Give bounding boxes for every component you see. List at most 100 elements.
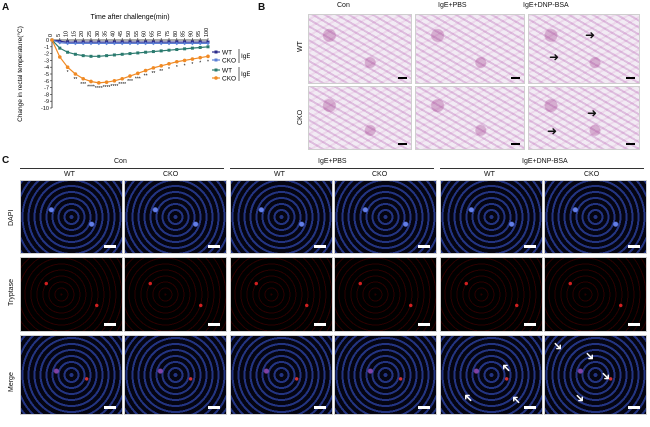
he-image — [308, 86, 412, 150]
data-point — [206, 41, 210, 46]
arrow-icon: ➜ — [549, 337, 567, 355]
data-point — [182, 58, 187, 63]
he-row-label: WT — [297, 41, 304, 52]
if-row-label: Merge — [8, 372, 15, 392]
group-divider — [440, 168, 644, 169]
y-tick-label: -5 — [44, 72, 49, 78]
if-col-header: WT — [64, 171, 75, 178]
x-tick-label: 0 — [48, 34, 54, 37]
if-image-dapi — [20, 180, 123, 254]
x-tick-label: 20 — [79, 31, 85, 37]
if-image-merge — [230, 335, 333, 415]
x-tick-label: 70 — [157, 31, 163, 37]
legend-marker — [214, 76, 218, 80]
data-point — [58, 46, 62, 50]
x-tick-label: 30 — [95, 31, 101, 37]
arrow-icon: ➜ — [581, 347, 599, 365]
data-point — [143, 41, 148, 46]
data-point — [65, 65, 70, 69]
arrow-icon: ➜ — [549, 50, 560, 64]
chart-svg: Time after challenge(min)0 5 10 15 20 25 30 35 4… — [16, 14, 284, 122]
data-point — [97, 81, 101, 85]
if-image-tryptase — [20, 257, 123, 332]
panel-letter-b: B — [258, 2, 266, 13]
data-point — [89, 54, 93, 58]
data-point — [175, 59, 179, 64]
data-point — [73, 72, 78, 76]
data-point — [58, 55, 62, 59]
legend-marker — [214, 58, 218, 62]
data-point — [198, 41, 202, 46]
data-point — [128, 74, 132, 78]
x-tick-label: 10 — [64, 31, 70, 37]
legend-group-label: IgE+PBS — [241, 53, 250, 60]
data-point — [198, 55, 202, 60]
significance-marker: **** — [103, 85, 111, 91]
he-row-label: CKO — [297, 109, 304, 125]
data-point — [144, 50, 148, 54]
x-tick-label: 60 — [142, 31, 148, 37]
if-col-header: CKO — [372, 171, 388, 178]
data-point — [198, 45, 202, 49]
y-tick-label: -1 — [44, 45, 49, 51]
data-point — [73, 52, 77, 56]
if-image-dapi — [230, 180, 333, 254]
data-point — [66, 50, 70, 54]
if-image-tryptase — [440, 257, 543, 332]
data-point — [112, 41, 117, 46]
if-image-dapi — [544, 180, 647, 254]
legend-marker — [214, 68, 218, 72]
data-point — [120, 52, 124, 56]
data-point — [81, 54, 85, 58]
x-tick-label: 80 — [173, 31, 179, 37]
data-point — [120, 76, 124, 81]
if-col-header: WT — [484, 171, 495, 178]
significance-marker: ** — [159, 69, 163, 75]
y-tick-label: -6 — [44, 79, 49, 85]
if-image-merge — [20, 335, 123, 415]
significance-marker: ** — [151, 71, 155, 77]
legend-marker — [214, 50, 218, 54]
group-divider — [20, 168, 224, 169]
data-point — [73, 41, 78, 46]
panel-letter-c: C — [2, 155, 10, 166]
y-tick-label: -7 — [44, 86, 49, 92]
data-point — [190, 57, 195, 61]
legend-group-label: IgE+DNP-BSA — [241, 71, 250, 78]
significance-marker: **** — [111, 84, 119, 90]
significance-marker: ** — [144, 74, 148, 80]
data-point — [175, 41, 179, 46]
if-image-merge — [124, 335, 227, 415]
arrow-icon: ➜ — [507, 391, 525, 409]
x-tick-label: 95 — [196, 31, 202, 37]
significance-marker: * — [199, 61, 201, 67]
x-tick-label: 75 — [165, 31, 171, 37]
data-point — [50, 38, 54, 42]
data-point — [104, 80, 109, 84]
arrow-icon: ➜ — [597, 367, 615, 385]
data-point — [206, 45, 210, 49]
x-tick-label: 65 — [149, 31, 155, 37]
data-point — [97, 41, 101, 46]
data-point — [97, 54, 101, 58]
y-tick-label: 0 — [46, 38, 49, 44]
legend-label: CKO — [222, 76, 236, 83]
data-point — [159, 41, 163, 46]
he-image — [308, 14, 412, 84]
legend-label: CKO — [222, 58, 236, 65]
arrow-icon: ➜ — [571, 389, 589, 407]
he-image: ➜ ➜ — [528, 14, 640, 84]
significance-marker: * — [176, 65, 178, 71]
he-image — [415, 86, 525, 150]
significance-marker: ** — [73, 77, 77, 83]
legend-label: WT — [222, 50, 232, 57]
if-image-tryptase — [124, 257, 227, 332]
if-image-dapi — [440, 180, 543, 254]
significance-marker: * — [168, 67, 170, 73]
data-point — [112, 79, 117, 83]
y-tick-label: -4 — [44, 65, 49, 71]
x-tick-label: 100 — [204, 28, 210, 37]
data-point — [104, 41, 109, 46]
data-point — [167, 41, 171, 46]
if-image-tryptase — [334, 257, 437, 332]
